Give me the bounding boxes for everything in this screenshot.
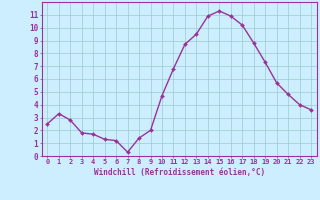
X-axis label: Windchill (Refroidissement éolien,°C): Windchill (Refroidissement éolien,°C) [94, 168, 265, 177]
